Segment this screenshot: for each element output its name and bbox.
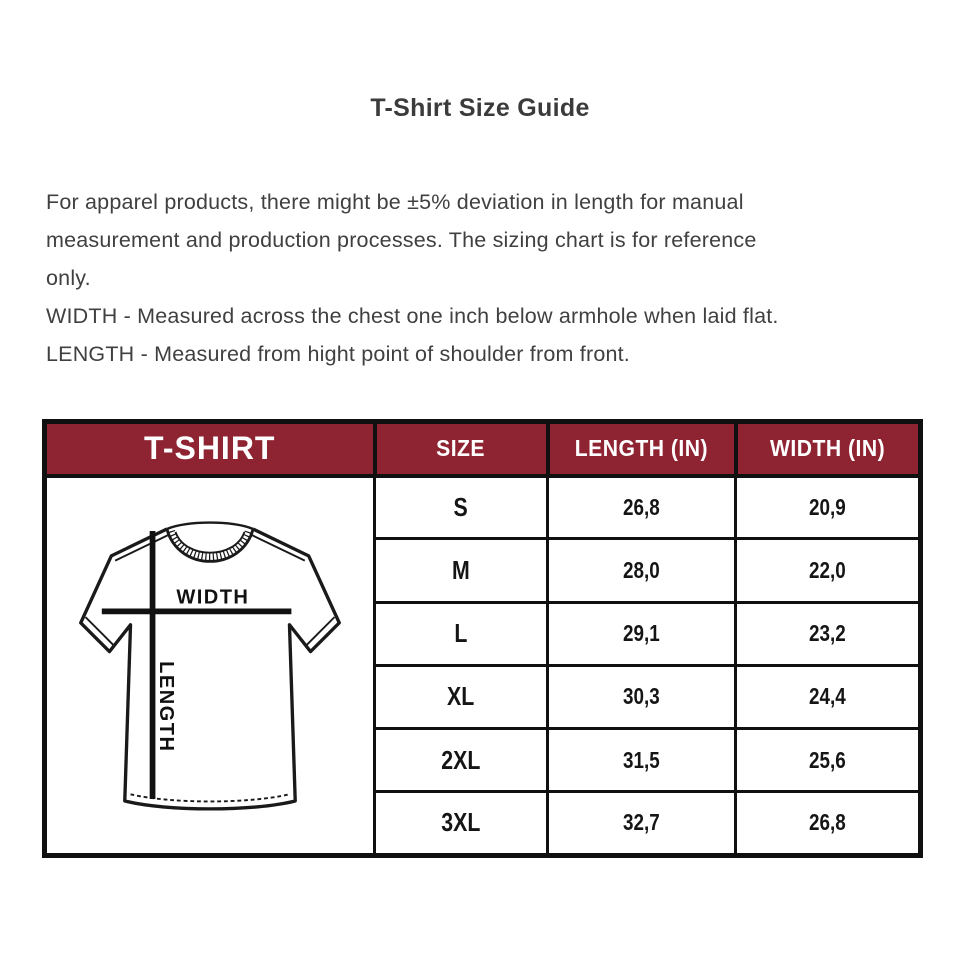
width-value: 20,9 bbox=[809, 493, 846, 520]
table-row: 2XL 31,5 25,6 bbox=[45, 726, 922, 794]
tshirt-diagram: WIDTH LENGTH bbox=[47, 478, 373, 853]
tshirt-illustration-icon: WIDTH LENGTH bbox=[79, 521, 341, 811]
width-value: 24,4 bbox=[809, 683, 846, 710]
length-cell: 28,0 bbox=[546, 537, 737, 604]
size-cell: L bbox=[373, 600, 549, 667]
tshirt-collar-outer bbox=[165, 528, 255, 563]
width-column-header: WIDTH (IN) bbox=[733, 419, 923, 478]
tshirt-body-outline bbox=[79, 527, 341, 811]
length-value: 28,0 bbox=[623, 556, 660, 583]
page-title: T-Shirt Size Guide bbox=[370, 94, 590, 122]
length-cell: 29,1 bbox=[546, 600, 737, 667]
length-value: 26,8 bbox=[623, 493, 660, 520]
table-row: WIDTH LENGTH S 26,8 20,9 bbox=[43, 473, 922, 857]
tshirt-left-shoulder-seam bbox=[114, 533, 170, 562]
length-column-label: LENGTH (IN) bbox=[574, 435, 709, 462]
width-cell: 25,6 bbox=[734, 726, 922, 794]
size-cell: M bbox=[373, 537, 549, 604]
size-cell: XL bbox=[373, 663, 549, 731]
length-cell: 31,5 bbox=[546, 726, 737, 794]
table-row: XL 30,3 24,4 bbox=[45, 663, 922, 731]
size-cell: 3XL bbox=[373, 790, 549, 857]
tshirt-collar-ribbing bbox=[168, 529, 252, 561]
table-row: M 28,0 22,0 bbox=[45, 537, 922, 604]
size-value: 3XL bbox=[441, 807, 481, 838]
size-value: 2XL bbox=[441, 744, 481, 775]
length-value: 30,3 bbox=[623, 683, 660, 710]
length-cell: 30,3 bbox=[546, 663, 737, 731]
width-measure-label: WIDTH bbox=[176, 587, 249, 609]
description-line: only. bbox=[46, 266, 91, 290]
length-cell: 32,7 bbox=[546, 790, 737, 857]
size-value: M bbox=[452, 554, 470, 585]
tshirt-back-neck bbox=[166, 521, 254, 531]
description-line: measurement and production processes. Th… bbox=[46, 228, 757, 252]
width-column-label: WIDTH (IN) bbox=[770, 435, 886, 462]
width-value: 26,8 bbox=[809, 809, 846, 836]
size-cell: 2XL bbox=[373, 726, 549, 794]
description-text: For apparel products, there might be ±5%… bbox=[46, 183, 918, 373]
description-line: For apparel products, there might be ±5%… bbox=[46, 190, 744, 214]
length-value: 31,5 bbox=[623, 746, 660, 773]
tshirt-diagram-cell: WIDTH LENGTH bbox=[43, 474, 376, 857]
width-value: 23,2 bbox=[809, 620, 846, 647]
size-column-label: SIZE bbox=[436, 435, 486, 462]
table-header-row: T-SHIRT SIZE LENGTH (IN) WIDTH (IN) bbox=[42, 419, 923, 478]
size-value: L bbox=[454, 618, 468, 649]
width-value: 22,0 bbox=[809, 556, 846, 583]
width-cell: 20,9 bbox=[734, 473, 922, 541]
length-column-header: LENGTH (IN) bbox=[545, 419, 738, 478]
width-cell: 23,2 bbox=[734, 600, 922, 667]
width-definition-line: WIDTH - Measured across the chest one in… bbox=[46, 304, 779, 328]
size-column-header: SIZE bbox=[372, 419, 550, 478]
length-value: 29,1 bbox=[623, 620, 660, 647]
size-value: S bbox=[453, 491, 469, 522]
length-measure-label: LENGTH bbox=[155, 661, 177, 752]
tshirt-left-cuff-stitch bbox=[84, 616, 114, 646]
size-cell: S bbox=[373, 473, 549, 541]
width-value: 25,6 bbox=[809, 746, 846, 773]
table-row: L 29,1 23,2 bbox=[45, 600, 922, 667]
product-header-cell: T-SHIRT bbox=[42, 419, 377, 478]
length-value: 32,7 bbox=[623, 809, 660, 836]
size-chart-table: T-SHIRT SIZE LENGTH (IN) WIDTH (IN) bbox=[42, 419, 923, 858]
width-cell: 24,4 bbox=[734, 663, 922, 731]
tshirt-hem-stitch bbox=[130, 793, 290, 803]
tshirt-right-shoulder-seam bbox=[250, 533, 306, 562]
width-cell: 22,0 bbox=[734, 537, 922, 604]
length-definition-line: LENGTH - Measured from hight point of sh… bbox=[46, 342, 630, 366]
width-cell: 26,8 bbox=[734, 790, 922, 857]
tshirt-right-cuff-stitch bbox=[306, 616, 336, 646]
table-row: 3XL 32,7 26,8 bbox=[45, 790, 922, 857]
size-value: XL bbox=[447, 681, 475, 712]
tshirt-collar-inner bbox=[174, 531, 246, 554]
length-cell: 26,8 bbox=[546, 473, 737, 541]
